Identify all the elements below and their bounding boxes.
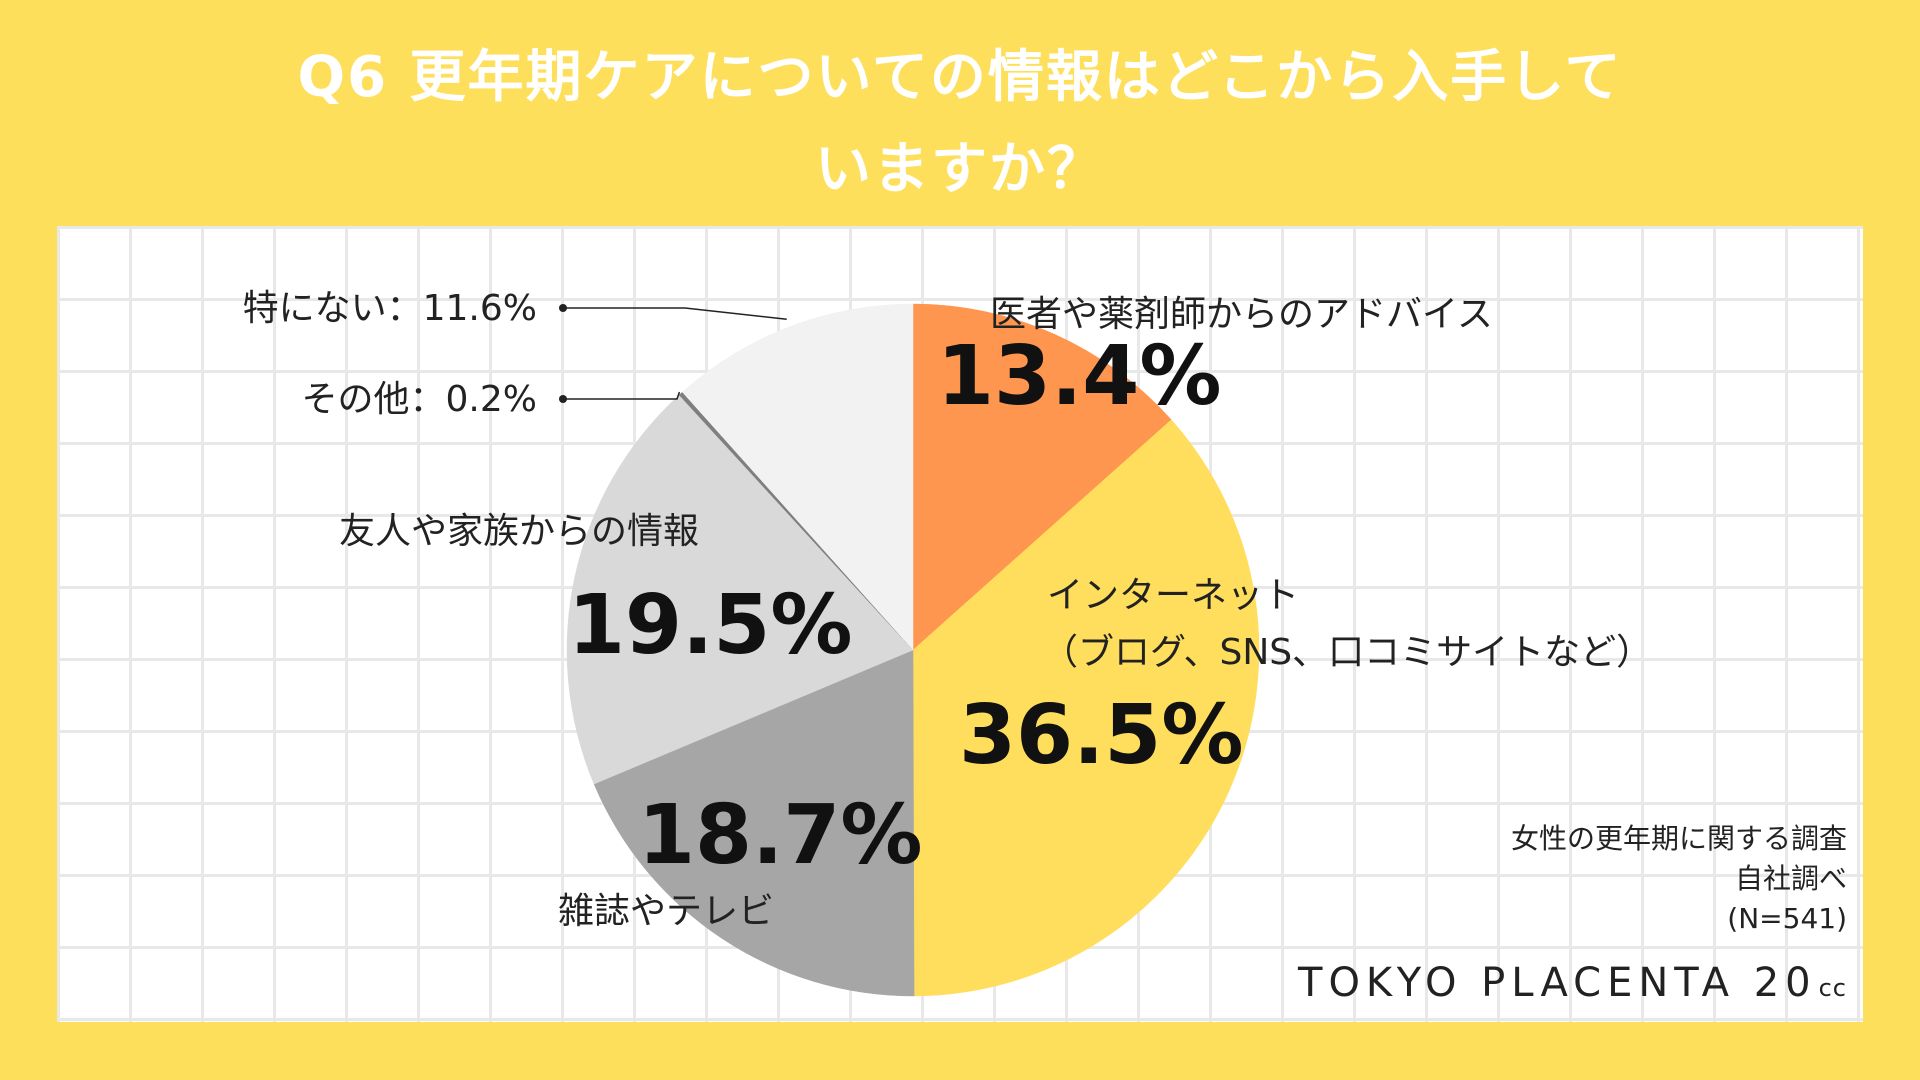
brand-logo: TOKYO PLACENTA 20cc	[1297, 960, 1847, 1006]
leader-line-other	[563, 391, 681, 400]
chart-panel: 医者や薬剤師からのアドバイス 13.4% インターネット （ブログ、SNS、口コ…	[57, 226, 1863, 1022]
label-nothing-particular: 特にない：11.6%	[243, 288, 537, 329]
source-line-survey: 女性の更年期に関する調査	[1511, 822, 1847, 855]
chart-title-line-1: Q6 更年期ケアについての情報はどこから入手して	[297, 45, 1623, 110]
brand-logo-suffix: cc	[1819, 974, 1847, 1002]
pct-magazine-tv: 18.7%	[638, 788, 922, 883]
source-line-sample-size: (N=541)	[1727, 902, 1847, 935]
pie-slices	[566, 303, 1260, 997]
label-other: その他：0.2%	[302, 379, 537, 420]
source-line-own-research: 自社調べ	[1735, 862, 1847, 895]
chart-title: Q6 更年期ケアについての情報はどこから入手して いますか？	[0, 32, 1920, 216]
chart-title-line-2: いますか？	[815, 137, 1105, 202]
label-magazine-tv: 雑誌やテレビ	[558, 891, 774, 932]
leader-line-nothing-particular	[563, 307, 787, 321]
label-other-dot	[559, 395, 567, 403]
pct-doctor-advice: 13.4%	[937, 329, 1221, 424]
label-friends-family: 友人や家族からの情報	[339, 511, 699, 552]
leader-lines	[563, 307, 787, 400]
pie-slice-doctor-advice	[912, 303, 1172, 651]
label-internet: インターネット	[1047, 575, 1299, 616]
label-doctor-advice: 医者や薬剤師からのアドバイス	[990, 294, 1493, 335]
pie-slice-friends-family	[566, 394, 914, 785]
brand-logo-main: TOKYO PLACENTA 20	[1297, 960, 1817, 1006]
pie-slice-nothing-particular	[682, 303, 914, 651]
label-nothing-particular-dot	[559, 304, 567, 312]
pie-slice-magazine-tv	[593, 649, 915, 997]
pie-slice-internet	[912, 419, 1260, 997]
pct-friends-family: 19.5%	[568, 578, 852, 673]
label-internet-detail: （ブログ、SNS、口コミサイトなど）	[1042, 632, 1652, 673]
pct-internet: 36.5%	[959, 688, 1243, 783]
pie-chart: 医者や薬剤師からのアドバイス 13.4% インターネット （ブログ、SNS、口コ…	[243, 288, 1847, 1006]
